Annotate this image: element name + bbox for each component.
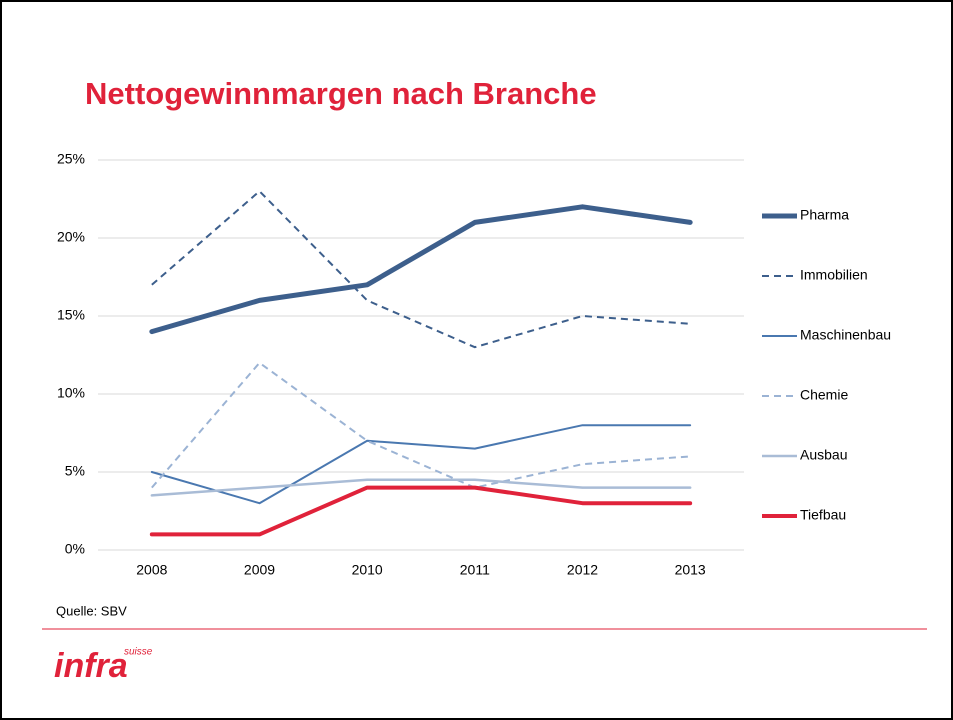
- series-line: [149, 485, 693, 537]
- legend-label: Maschinenbau: [800, 327, 891, 343]
- series-line: [151, 190, 691, 349]
- source: Quelle: SBV: [56, 603, 127, 618]
- x-tick-label: 2009: [244, 562, 275, 578]
- y-tick-label: 25%: [57, 151, 85, 167]
- y-tick-label: 0%: [65, 541, 85, 557]
- x-tick-label: 2010: [352, 562, 383, 578]
- legend-label: Pharma: [800, 207, 849, 223]
- legend-label: Immobilien: [800, 267, 868, 283]
- legend-label: Chemie: [800, 387, 848, 403]
- x-tick-label: 2011: [460, 562, 490, 578]
- x-tick-label: 2012: [567, 562, 598, 578]
- x-tick-label: 2013: [675, 562, 706, 578]
- x-tick-label: 2008: [136, 562, 167, 578]
- y-tick-label: 20%: [57, 229, 85, 245]
- legend-label: Ausbau: [800, 447, 847, 463]
- series-line: [150, 478, 692, 497]
- series-line: [150, 424, 692, 505]
- legend-label: Tiefbau: [800, 507, 846, 523]
- series-line: [151, 361, 691, 489]
- logo-sub: suisse: [124, 647, 153, 658]
- y-tick-label: 15%: [57, 307, 85, 323]
- series-line: [149, 204, 693, 335]
- y-tick-label: 5%: [65, 463, 85, 479]
- y-tick-label: 10%: [57, 385, 85, 401]
- logo-main: infra: [54, 647, 128, 685]
- chart-title: Nettogewinnmargen nach Branche: [85, 76, 597, 111]
